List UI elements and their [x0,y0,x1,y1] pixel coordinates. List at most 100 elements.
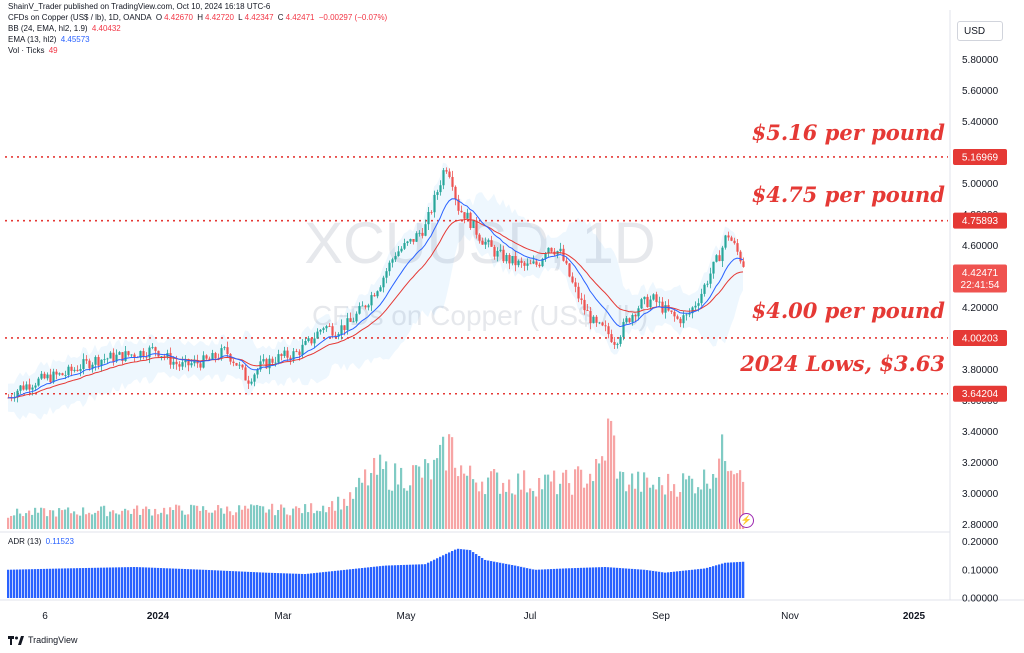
volume-bar [556,494,559,529]
volume-bar [718,458,721,529]
flash-icon[interactable]: ⚡ [739,513,754,528]
volume-bar [487,477,490,529]
candle-body [250,381,253,384]
ema-legend[interactable]: EMA (13, hl2) 4.45573 [8,35,92,45]
adr-bar [643,569,646,598]
volume-bar [271,503,274,529]
volume-bar [43,508,46,529]
candle-body [451,176,454,187]
ema-line [7,198,744,399]
adr-bar [250,571,253,598]
candle-body [658,301,661,303]
volume-bar [421,477,424,529]
volume-bar [76,514,79,529]
currency-selector[interactable]: USD [957,21,1003,41]
candle-body [622,321,625,338]
candle-body [664,305,667,313]
adr-bar [694,569,697,598]
candle-body [568,263,571,277]
candle-body [223,347,226,349]
candle-body [205,355,208,359]
candle-body [121,352,124,361]
x-tick-label: Jul [524,611,537,622]
volume-bar [79,515,82,529]
volume-bar [49,510,52,529]
adr-bar [280,573,283,598]
y-tick-label: 2.80000 [962,520,999,531]
volume-bar [73,511,76,529]
adr-bar [601,567,604,598]
volume-bar [133,508,136,529]
adr-bar [436,558,439,598]
candle-body [571,276,574,283]
volume-bar [313,513,316,529]
adr-bar [292,573,295,598]
adr-bar [325,571,328,598]
candle-body [25,384,28,390]
volume-bar [517,473,520,529]
volume-bar [142,508,145,529]
adr-bar [655,571,658,598]
volume-bar [67,507,70,529]
adr-bar [646,570,649,598]
tradingview-footer[interactable]: TradingView [8,635,78,645]
bb-legend[interactable]: BB (24, EMA, hl2, 1.9) 4.40432 [8,24,123,34]
volume-bar [688,475,691,529]
adr-legend[interactable]: ADR (13) 0.11523 [8,537,76,547]
candle-body [385,271,388,278]
volume-bar [595,458,598,529]
volume-bar [259,505,262,529]
candle-body [682,315,685,324]
volume-bar [448,434,451,529]
adr-bar [184,569,187,598]
adr-bar [580,567,583,598]
candle-body [517,260,520,266]
candle-body [703,284,706,294]
candle-body [199,363,202,368]
volume-bar [406,490,409,529]
candle-body [172,361,175,365]
volume-bar [589,473,592,529]
volume-bar [211,512,214,529]
volume-bar [274,515,277,529]
adr-bar [565,568,568,598]
level-annotation: $4.00 per pound [752,298,946,323]
candle-body [559,248,562,252]
volume-bar [217,505,220,529]
candle-body [247,380,250,384]
adr-bar [376,566,379,598]
adr-bar [388,565,391,598]
adr-bar [505,563,508,598]
candle-body [277,354,280,363]
candle-body [397,251,400,257]
candle-body [499,249,502,251]
volume-bar [388,489,391,529]
candle-body [577,286,580,299]
candle-body [241,364,244,368]
candle-body [361,305,364,307]
candle-body [328,326,331,327]
adr-bar [676,571,679,598]
volume-bar [544,474,547,529]
volume-bar [223,513,226,529]
adr-bar [493,561,496,598]
adr-bar [640,569,643,598]
candle-body [592,316,595,324]
volume-bar [526,492,529,529]
adr-bar [511,565,514,598]
candle-body [418,232,421,234]
adr-bar [466,549,469,598]
y-tick-label: 3.40000 [962,427,999,438]
volume-bar [85,514,88,529]
volume-bar [409,485,412,529]
adr-bar [583,567,586,598]
adr-bar [127,567,130,598]
candle-body [307,338,310,341]
adr-bar [121,567,124,598]
adr-bar [484,559,487,598]
volume-bar [346,505,349,529]
volume-legend[interactable]: Vol · Ticks 49 [8,46,60,56]
candle-body [646,296,649,308]
candle-body [124,351,127,361]
